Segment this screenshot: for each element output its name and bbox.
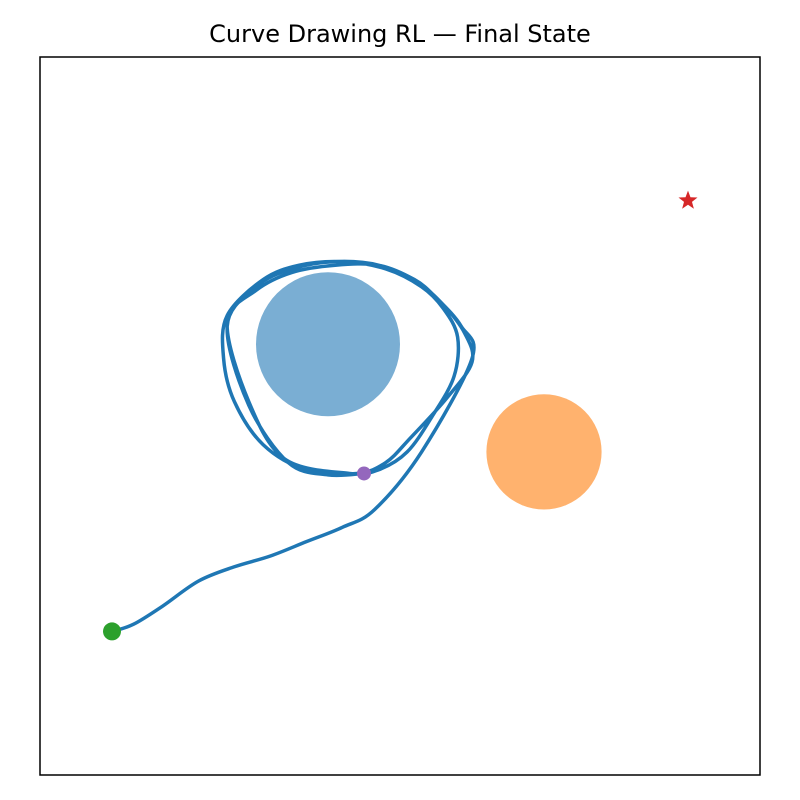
axes-frame xyxy=(39,56,761,776)
target-star-marker xyxy=(678,190,698,209)
obstacle-2 xyxy=(486,394,602,510)
agent-path-line xyxy=(110,259,476,634)
plot-area xyxy=(103,190,698,641)
end-marker xyxy=(357,466,371,481)
start-marker xyxy=(103,622,121,641)
chart-title: Curve Drawing RL — Final State xyxy=(209,20,591,48)
obstacle-1 xyxy=(256,272,400,417)
